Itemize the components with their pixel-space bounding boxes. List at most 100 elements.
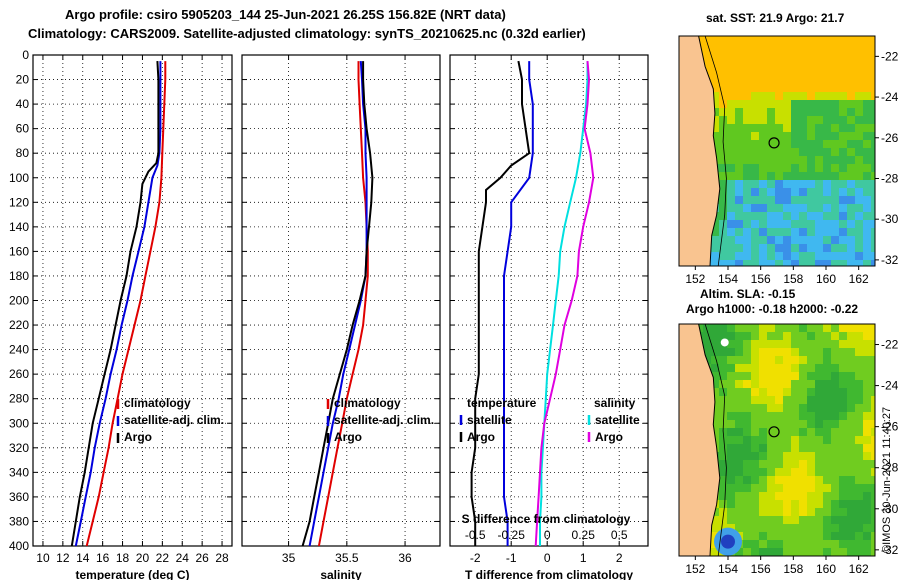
land-australia bbox=[679, 324, 721, 556]
x-tick-label: 36 bbox=[398, 551, 412, 565]
shelf-contour bbox=[704, 324, 727, 556]
series-line-argo bbox=[301, 61, 374, 547]
legend-label: satellite-adj. clim. bbox=[334, 413, 434, 427]
sla-low-core bbox=[721, 534, 735, 549]
x-tick-label-salinity: -0.25 bbox=[498, 528, 526, 542]
x-tick-label: 2 bbox=[616, 551, 623, 565]
map-x-tick-label: 160 bbox=[816, 562, 836, 576]
map-y-tick-label: -28 bbox=[881, 171, 899, 185]
map-sla-subtitle: Argo h1000: -0.18 h2000: -0.22 bbox=[686, 302, 858, 316]
legend-label: satellite bbox=[595, 413, 640, 427]
legend-label: Argo bbox=[595, 430, 623, 444]
x-tick-label: 10 bbox=[36, 551, 50, 565]
y-tick-label: 120 bbox=[9, 195, 29, 209]
map-frame bbox=[678, 323, 876, 557]
argo-location-marker bbox=[768, 137, 780, 149]
panel-frame bbox=[32, 54, 233, 547]
x-tick-label: 28 bbox=[215, 551, 229, 565]
map-x-tick-label: 162 bbox=[849, 272, 869, 286]
legend-temperature-title: temperature bbox=[467, 396, 537, 410]
map-frame bbox=[678, 35, 876, 267]
map-x-tick-label: 160 bbox=[816, 272, 836, 286]
x-axis-label: T difference from climatology bbox=[465, 568, 633, 580]
map-x-tick-label: 158 bbox=[783, 272, 803, 286]
panel-differences: -2 -1 0 1 2 T difference from climatology temp… bbox=[449, 54, 649, 580]
map-y-tick-label: -26 bbox=[881, 420, 899, 434]
series-line-climatology bbox=[317, 61, 369, 547]
map-y-tick-label: -32 bbox=[881, 253, 899, 267]
shelf-contour bbox=[704, 36, 727, 266]
x-tick-label-salinity: 0.25 bbox=[572, 528, 596, 542]
y-tick-label: 300 bbox=[9, 416, 29, 430]
map-y-tick-label: -30 bbox=[881, 502, 899, 516]
series-line-satellite-adj-clim- bbox=[74, 61, 162, 547]
y-tick-label: 140 bbox=[9, 220, 29, 234]
series-line-t-satellite bbox=[503, 61, 534, 546]
y-tick-label: 100 bbox=[9, 171, 29, 185]
series-line-s-satellite bbox=[539, 61, 589, 546]
y-tick-label: 380 bbox=[9, 514, 29, 528]
x-tick-label: 24 bbox=[176, 551, 190, 565]
map-y-tick-label: -30 bbox=[881, 212, 899, 226]
x-axis-label-top: S difference from climatology bbox=[462, 512, 631, 526]
map-x-tick-label: 158 bbox=[783, 562, 803, 576]
map-sst-map: -22 -24 -26 -28 -30 -32 152 154 156 158 160 162 bbox=[678, 35, 899, 286]
y-tick-label: 20 bbox=[16, 73, 30, 87]
land-australia bbox=[679, 36, 721, 266]
series-line-argo bbox=[70, 61, 160, 547]
x-tick-label: 22 bbox=[156, 551, 170, 565]
x-tick-label: 14 bbox=[76, 551, 90, 565]
legend-label: satellite bbox=[467, 413, 512, 427]
map-field bbox=[679, 324, 875, 556]
series-line-t-argo bbox=[470, 60, 531, 546]
map-sla-title: Altim. SLA: -0.15 bbox=[700, 287, 796, 301]
y-tick-label: 340 bbox=[9, 465, 29, 479]
map-y-tick-label: -26 bbox=[881, 131, 899, 145]
series-line-climatology bbox=[85, 61, 167, 547]
map-y-tick-label: -22 bbox=[881, 49, 899, 63]
x-tick-label: 12 bbox=[56, 551, 70, 565]
white-blob bbox=[720, 338, 729, 347]
legend-salinity-title: salinity bbox=[594, 396, 636, 410]
x-axis-label: temperature (deg C) bbox=[75, 568, 189, 580]
x-tick-label: 26 bbox=[195, 551, 209, 565]
map-x-tick-label: 162 bbox=[849, 562, 869, 576]
legend-label: climatology bbox=[334, 396, 401, 410]
y-tick-label: 0 bbox=[22, 48, 29, 62]
y-tick-label: 400 bbox=[9, 539, 29, 553]
legend-label: Argo bbox=[334, 430, 362, 444]
y-tick-label: 60 bbox=[16, 122, 30, 136]
y-tick-label: 40 bbox=[16, 97, 30, 111]
x-tick-label: 16 bbox=[96, 551, 110, 565]
map-x-tick-label: 152 bbox=[685, 562, 705, 576]
y-tick-label: 220 bbox=[9, 318, 29, 332]
figure-title-line2: Climatology: CARS2009. Satellite-adjuste… bbox=[28, 26, 586, 41]
y-tick-label: 80 bbox=[16, 146, 30, 160]
x-tick-label: -1 bbox=[506, 551, 517, 565]
map-x-tick-label: 156 bbox=[751, 272, 771, 286]
y-tick-label: 240 bbox=[9, 343, 29, 357]
x-tick-label: 35.5 bbox=[335, 551, 359, 565]
argo-location-marker bbox=[768, 426, 780, 438]
y-tick-label: 160 bbox=[9, 244, 29, 258]
x-tick-label: 1 bbox=[580, 551, 587, 565]
panel-salinity: 35 35.5 36 salinity climatology satellite-adj… bbox=[241, 54, 441, 580]
y-tick-label: 200 bbox=[9, 294, 29, 308]
x-tick-label: 35 bbox=[282, 551, 296, 565]
y-tick-label: 180 bbox=[9, 269, 29, 283]
x-tick-label: 0 bbox=[544, 551, 551, 565]
map-y-tick-label: -24 bbox=[881, 90, 899, 104]
y-tick-label: 280 bbox=[9, 392, 29, 406]
figure-title-line1: Argo profile: csiro 5905203_144 25-Jun-2… bbox=[65, 7, 506, 22]
series-line-s-argo bbox=[534, 61, 595, 547]
y-tick-label: 320 bbox=[9, 441, 29, 455]
map-sla-map: -22 -24 -26 -28 -30 -32 152 154 156 158 160 162 bbox=[678, 323, 899, 576]
y-tick-label: 360 bbox=[9, 490, 29, 504]
x-tick-label-salinity: -0.5 bbox=[465, 528, 486, 542]
panel-temperature: 0 20 40 60 80 100 120 140 160 180 200 220 240 260 280 3… bbox=[9, 48, 233, 580]
x-axis-label: salinity bbox=[320, 568, 362, 580]
x-tick-label: -2 bbox=[470, 551, 481, 565]
map-y-tick-label: -22 bbox=[881, 338, 899, 352]
x-tick-label: 20 bbox=[136, 551, 150, 565]
